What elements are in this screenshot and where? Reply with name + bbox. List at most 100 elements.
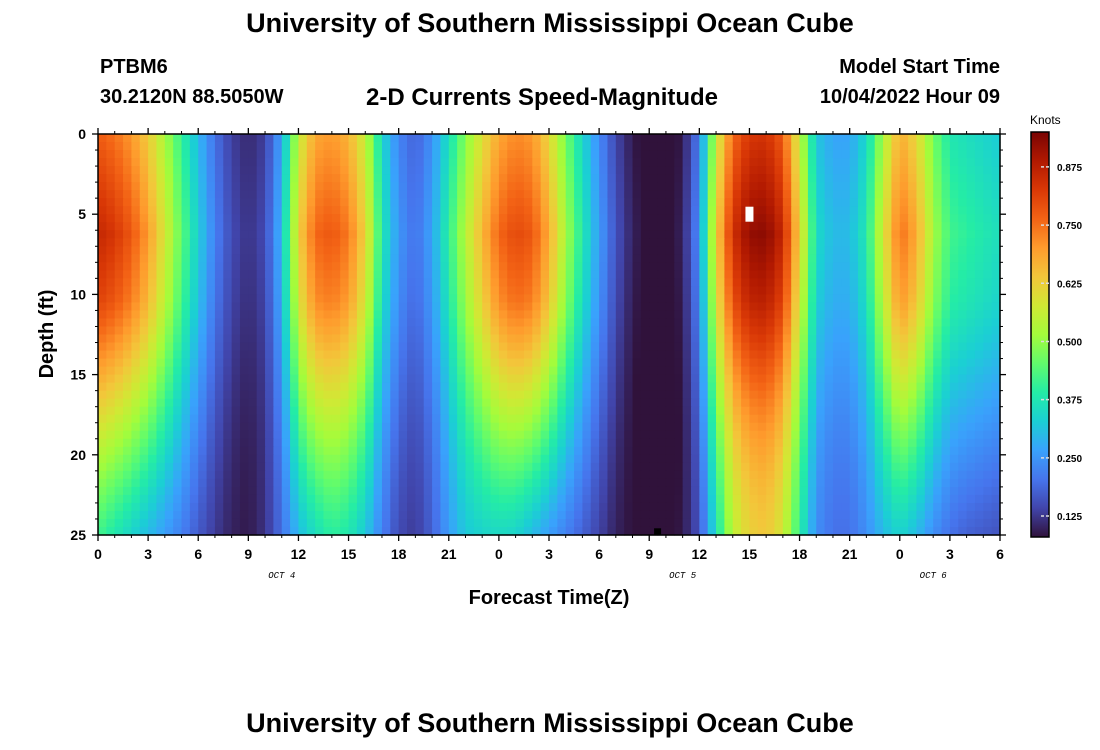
heatmap-cell — [607, 494, 617, 504]
heatmap-cell — [866, 158, 876, 167]
heatmap-cell — [356, 134, 366, 143]
heatmap-cell — [139, 174, 149, 183]
heatmap-cell — [590, 414, 600, 424]
heatmap-cell — [198, 294, 208, 304]
heatmap-cell — [457, 438, 467, 448]
heatmap-cell — [131, 342, 141, 352]
heatmap-cell — [457, 270, 467, 279]
heatmap-cell — [315, 134, 325, 143]
heatmap-cell — [323, 382, 333, 392]
heatmap-cell — [198, 270, 208, 279]
heatmap-cell — [482, 270, 492, 279]
heatmap-cell — [473, 366, 483, 376]
heatmap-cell — [340, 182, 350, 191]
heatmap-cell — [390, 414, 400, 424]
heatmap-cell — [440, 454, 450, 464]
heatmap-cell — [273, 230, 283, 239]
heatmap-cell — [991, 174, 1001, 183]
heatmap-cell — [966, 406, 976, 416]
heatmap-cell — [482, 382, 492, 392]
heatmap-cell — [732, 158, 742, 167]
heatmap-cell — [958, 398, 968, 408]
heatmap-cell — [741, 198, 751, 207]
heatmap-cell — [407, 174, 416, 183]
heatmap-cell — [716, 214, 725, 223]
heatmap-cell — [749, 358, 759, 368]
heatmap-cell — [607, 190, 617, 199]
heatmap-cell — [799, 486, 809, 496]
heatmap-cell — [657, 294, 667, 304]
heatmap-cell — [657, 430, 667, 440]
heatmap-cell — [532, 366, 542, 376]
heatmap-cell — [958, 254, 968, 263]
heatmap-cell — [131, 398, 141, 408]
heatmap-cell — [599, 262, 609, 271]
heatmap-cell — [123, 462, 133, 472]
heatmap-cell — [356, 462, 366, 472]
heatmap-cell — [841, 462, 851, 472]
heatmap-cell — [164, 222, 174, 231]
heatmap-cell — [958, 390, 968, 400]
heatmap-cell — [966, 494, 976, 504]
heatmap-cell — [298, 486, 308, 496]
heatmap-cell — [523, 270, 533, 279]
heatmap-cell — [523, 278, 533, 287]
heatmap-cell — [298, 230, 308, 239]
heatmap-cell — [624, 310, 634, 320]
heatmap-cell — [615, 166, 625, 175]
heatmap-cell — [123, 134, 133, 143]
heatmap-cell — [173, 310, 183, 320]
heatmap-cell — [181, 422, 191, 432]
heatmap-cell — [874, 422, 884, 432]
heatmap-cell — [933, 350, 943, 360]
heatmap-cell — [549, 166, 558, 175]
heatmap-cell — [290, 366, 300, 376]
heatmap-cell — [799, 158, 809, 167]
heatmap-cell — [958, 342, 968, 352]
heatmap-cell — [624, 350, 634, 360]
heatmap-cell — [816, 454, 826, 464]
heatmap-cell — [958, 246, 968, 255]
heatmap-cell — [649, 374, 659, 384]
heatmap-cell — [348, 302, 358, 312]
heatmap-cell — [749, 382, 759, 392]
heatmap-cell — [540, 214, 550, 223]
heatmap-cell — [807, 142, 817, 151]
heatmap-cell — [306, 246, 316, 255]
heatmap-cell — [315, 142, 325, 151]
heatmap-cell — [732, 358, 742, 368]
heatmap-cell — [248, 414, 258, 424]
heatmap-cell — [549, 158, 558, 167]
heatmap-cell — [615, 334, 625, 344]
heatmap-cell — [774, 174, 784, 183]
heatmap-cell — [248, 294, 258, 304]
heatmap-cell — [340, 158, 350, 167]
heatmap-cell — [181, 278, 191, 287]
heatmap-cell — [891, 358, 901, 368]
heatmap-cell — [665, 246, 675, 255]
heatmap-cell — [974, 358, 984, 368]
heatmap-cell — [799, 182, 809, 191]
heatmap-cell — [465, 382, 475, 392]
heatmap-cell — [507, 270, 517, 279]
heatmap-cell — [407, 406, 416, 416]
heatmap-cell — [632, 166, 642, 175]
heatmap-cell — [365, 198, 375, 207]
heatmap-cell — [849, 142, 859, 151]
heatmap-cell — [465, 390, 475, 400]
heatmap-cell — [774, 214, 784, 223]
heatmap-cell — [607, 214, 617, 223]
heatmap-cell — [98, 414, 107, 424]
heatmap-cell — [966, 430, 976, 440]
heatmap-cell — [440, 374, 450, 384]
heatmap-cell — [98, 478, 107, 488]
heatmap-cell — [624, 174, 634, 183]
heatmap-cell — [173, 478, 183, 488]
heatmap-cell — [248, 478, 258, 488]
heatmap-cell — [473, 142, 483, 151]
heatmap-cell — [540, 286, 550, 295]
heatmap-cell — [189, 470, 199, 480]
heatmap-cell — [181, 310, 191, 320]
heatmap-cell — [582, 246, 592, 255]
heatmap-cell — [924, 382, 934, 392]
